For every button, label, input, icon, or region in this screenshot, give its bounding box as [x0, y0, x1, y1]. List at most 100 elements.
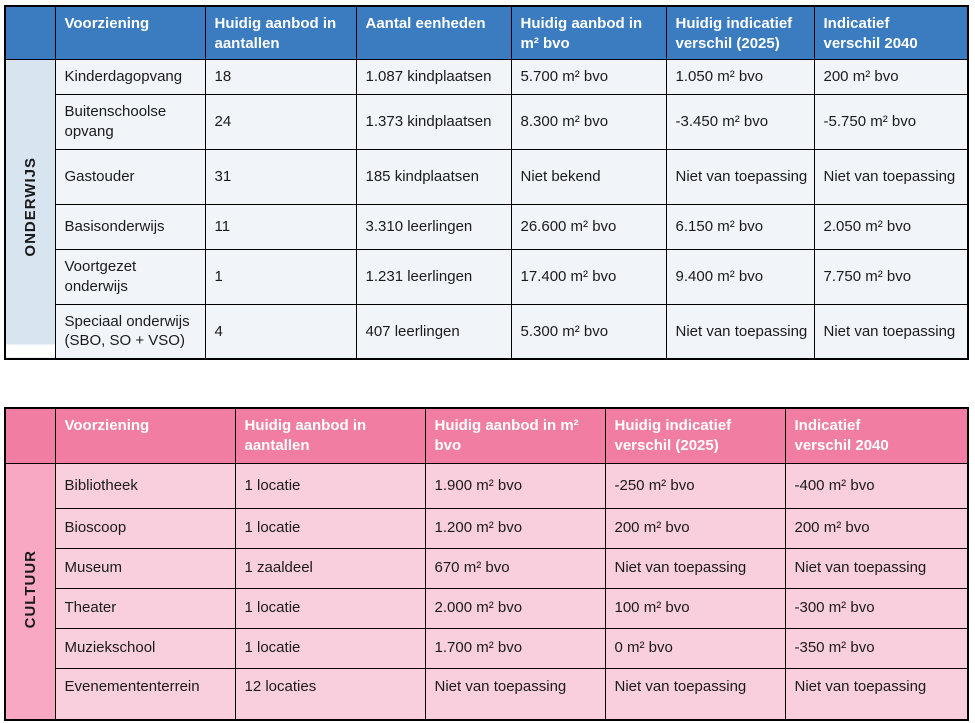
table-cell: 0 m² bvo: [604, 627, 786, 669]
table-cell: 2.050 m² bvo: [813, 203, 969, 250]
column-header-indicatief-2040: Indicatief verschil 2040: [813, 5, 969, 60]
table-row: Buitenschoolse opvang 24 1.373 kindplaat…: [5, 93, 969, 150]
table-cell: 2.000 m² bvo: [424, 587, 606, 629]
table-cell: 185 kindplaatsen: [355, 148, 512, 205]
table-cell: 1.700 m² bvo: [424, 627, 606, 669]
table-cell: 100 m² bvo: [604, 587, 786, 629]
table-cell: 17.400 m² bvo: [510, 248, 667, 305]
table-row: Bioscoop 1 locatie 1.200 m² bvo 200 m² b…: [5, 507, 969, 549]
column-header-indicatief-2025: Huidig indicatief verschil (2025): [604, 407, 786, 464]
column-header-aantal-eenheden: Aantal eenheden: [355, 5, 512, 60]
table-cell: 1 locatie: [234, 462, 426, 509]
table-cell: -250 m² bvo: [604, 462, 786, 509]
row-label: Bibliotheek: [54, 462, 236, 509]
table-cell: 1 zaaldeel: [234, 547, 426, 589]
table-cell: 1.231 leerlingen: [355, 248, 512, 305]
row-label: Kinderdagopvang: [54, 58, 206, 95]
table-row: Muziekschool 1 locatie 1.700 m² bvo 0 m²…: [5, 627, 969, 669]
cultuur-header-row: Voorziening Huidig aanbod in aantallen H…: [4, 407, 969, 464]
table-cell: -5.750 m² bvo: [813, 93, 969, 150]
row-label: Speciaal onderwijs (SBO, SO + VSO): [54, 303, 206, 360]
table-spacer: [4, 360, 971, 407]
column-header-huidig-aanbod-m2: Huidig aanbod in m² bvo: [510, 5, 667, 60]
column-header-indicatief-2025: Huidig indicatief verschil (2025): [665, 5, 815, 60]
table-cell: Niet van toepassing: [813, 148, 969, 205]
table-row: Gastouder 31 185 kindplaatsen Niet beken…: [5, 148, 969, 205]
table-cell: Niet van toepassing: [784, 667, 969, 721]
row-label: Bioscoop: [54, 507, 236, 549]
table-cell: -350 m² bvo: [784, 627, 969, 669]
table-row: Voortgezet onderwijs 1 1.231 leerlingen …: [5, 248, 969, 305]
row-label: Muziekschool: [54, 627, 236, 669]
table-cell: 12 locaties: [234, 667, 426, 721]
section-label-text: ONDERWIJS: [21, 156, 39, 257]
table-row: Museum 1 zaaldeel 670 m² bvo Niet van to…: [5, 547, 969, 589]
table-cell: Niet van toepassing: [424, 667, 606, 721]
table-cell: 5.700 m² bvo: [510, 58, 667, 95]
table-cell: 1 locatie: [234, 507, 426, 549]
table-cell: 1.087 kindplaatsen: [355, 58, 512, 95]
onderwijs-header-row: Voorziening Huidig aanbod in aantallen A…: [4, 5, 969, 60]
column-header-huidig-aanbod-aantallen: Huidig aanbod in aantallen: [234, 407, 426, 464]
table-cell: Niet van toepassing: [604, 667, 786, 721]
table-cell: 7.750 m² bvo: [813, 248, 969, 305]
section-label-text: CULTUUR: [21, 550, 39, 629]
table-cell: 1 locatie: [234, 587, 426, 629]
table-cell: 1: [204, 248, 357, 305]
table-row: Basisonderwijs 11 3.310 leerlingen 26.60…: [5, 203, 969, 250]
table-cell: -3.450 m² bvo: [665, 93, 815, 150]
table-cell: 200 m² bvo: [813, 58, 969, 95]
table-cell: 4: [204, 303, 357, 360]
table-row: Speciaal onderwijs (SBO, SO + VSO) 4 407…: [5, 303, 969, 360]
table-cell: 670 m² bvo: [424, 547, 606, 589]
cultuur-corner-cell: [4, 407, 56, 464]
table-cell: 1.200 m² bvo: [424, 507, 606, 549]
table-cell: 24: [204, 93, 357, 150]
table-cell: 8.300 m² bvo: [510, 93, 667, 150]
section-label-onderwijs: ONDERWIJS: [4, 58, 56, 360]
table-cell: 6.150 m² bvo: [665, 203, 815, 250]
table-cell: -300 m² bvo: [784, 587, 969, 629]
row-label: Voortgezet onderwijs: [54, 248, 206, 305]
column-header-huidig-aanbod-aantallen: Huidig aanbod in aantallen: [204, 5, 357, 60]
row-label: Gastouder: [54, 148, 206, 205]
row-label: Museum: [54, 547, 236, 589]
row-label: Theater: [54, 587, 236, 629]
onderwijs-table: Voorziening Huidig aanbod in aantallen A…: [4, 5, 969, 360]
table-cell: Niet van toepassing: [784, 547, 969, 589]
row-label: Buitenschoolse opvang: [54, 93, 206, 150]
table-cell: 200 m² bvo: [604, 507, 786, 549]
table-cell: 407 leerlingen: [355, 303, 512, 360]
row-label: Evenemententerrein: [54, 667, 236, 721]
table-cell: -400 m² bvo: [784, 462, 969, 509]
cultuur-table: Voorziening Huidig aanbod in aantallen H…: [4, 407, 969, 721]
row-label: Basisonderwijs: [54, 203, 206, 250]
table-row: ONDERWIJS Kinderdagopvang 18 1.087 kindp…: [4, 58, 969, 360]
table-row: CULTUUR Bibliotheek 1 locatie 1.900 m² b…: [4, 462, 969, 721]
column-header-indicatief-2040: Indicatief verschil 2040: [784, 407, 969, 464]
table-cell: 1.900 m² bvo: [424, 462, 606, 509]
column-header-voorziening: Voorziening: [54, 407, 236, 464]
table-cell: 1.373 kindplaatsen: [355, 93, 512, 150]
table-cell: 1 locatie: [234, 627, 426, 669]
table-cell: Niet van toepassing: [665, 148, 815, 205]
table-cell: 5.300 m² bvo: [510, 303, 667, 360]
table-cell: 31: [204, 148, 357, 205]
table-cell: 18: [204, 58, 357, 95]
table-cell: Niet van toepassing: [813, 303, 969, 360]
table-cell: Niet van toepassing: [665, 303, 815, 360]
table-cell: 26.600 m² bvo: [510, 203, 667, 250]
table-cell: 200 m² bvo: [784, 507, 969, 549]
table-cell: 1.050 m² bvo: [665, 58, 815, 95]
table-row: Theater 1 locatie 2.000 m² bvo 100 m² bv…: [5, 587, 969, 629]
table-cell: Niet van toepassing: [604, 547, 786, 589]
column-header-voorziening: Voorziening: [54, 5, 206, 60]
onderwijs-corner-cell: [4, 5, 56, 60]
section-label-cultuur: CULTUUR: [4, 462, 56, 721]
table-row: Evenemententerrein 12 locaties Niet van …: [5, 667, 969, 721]
table-cell: 9.400 m² bvo: [665, 248, 815, 305]
table-cell: 3.310 leerlingen: [355, 203, 512, 250]
table-cell: Niet bekend: [510, 148, 667, 205]
table-cell: 11: [204, 203, 357, 250]
